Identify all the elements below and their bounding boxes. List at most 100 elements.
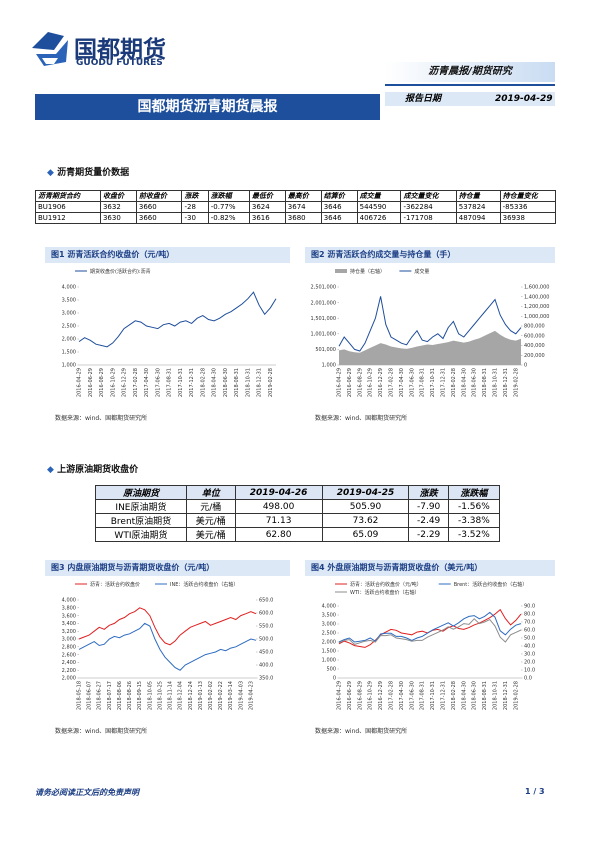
y-tick-label: 4,000 (62, 285, 76, 291)
table: 沥青期货合约 收盘价 前收盘价 涨跌 涨跌幅 最低价 最高价 结算价 成交量 成交量变化 持仓量 持仓… (35, 190, 557, 224)
y-tick-label: 1,000 (322, 658, 336, 664)
x-tick-label: 2017-06-30 (409, 681, 415, 710)
y-tick-label: 350.0 (259, 676, 273, 682)
y-tick-label: 500 (326, 667, 336, 673)
x-tick-label: 2019-03-14 (228, 681, 234, 710)
x-tick-label: 2018-12-31 (257, 368, 263, 397)
cell: -362284 (400, 201, 457, 213)
x-tick-label: 2016-08-29 (99, 368, 105, 397)
y-tick-label: 400.0 (259, 663, 273, 669)
y-tick-label: 80.0 (524, 612, 535, 618)
line (338, 618, 522, 645)
y-tick-label: 2,000 (62, 337, 76, 343)
x-tick-label: 2018-10-25 (157, 681, 163, 710)
x-tick-label: 2017-04-30 (399, 368, 405, 397)
y-tick-label: 3,000 (62, 637, 76, 643)
x-tick-label: 2018-12-31 (503, 368, 509, 397)
date-label: 报告日期 (405, 94, 442, 104)
x-tick-label: 2018-08-31 (482, 681, 488, 710)
chart: 沥青：活跃合约收盘价 INE：活跃合约收盘价（右轴） 2,000 2,200 2,400… (62, 581, 274, 710)
y-tick-label: 450.0 (259, 650, 273, 656)
y-tick-label: 40.0 (524, 644, 535, 650)
y-tick-label: 1,000 (62, 363, 76, 369)
cell: -1.56% (447, 499, 501, 514)
x-tick-label: 2016-12-29 (378, 368, 384, 397)
x-tick-label: 2017-08-31 (420, 681, 426, 710)
legend-label: Brent：活跃合约收盘价（右轴） (454, 581, 528, 588)
x-tick-label: 2017-10-31 (178, 368, 184, 397)
header-cell: 2019-04-25 (321, 485, 410, 500)
x-tick-label: 2018-04-30 (212, 368, 218, 397)
date: 2019-04-29 (495, 94, 553, 104)
x-tick-label: 2017-02-28 (389, 368, 395, 397)
y-tick-label: 2,800 (62, 645, 76, 651)
line (338, 611, 522, 643)
header-cell: 原油期货 (95, 485, 187, 500)
header-cell: 2019-04-26 (234, 485, 323, 500)
x-tick-label: 2017-12-31 (441, 368, 447, 397)
cell: -171708 (400, 212, 457, 224)
x-tick-label: 2019-01-13 (198, 681, 204, 710)
header-cell: 涨跌幅 (447, 485, 501, 500)
x-tick-label: 2018-05-18 (77, 681, 83, 710)
cell: 36938 (499, 212, 557, 224)
y-tick-label: 1,500 (62, 350, 76, 356)
y-tick-label: 3,200 (62, 629, 76, 635)
y-tick-label: 2,001,000 (311, 300, 336, 306)
x-tick-label: 2019-04-03 (238, 681, 244, 710)
y-tick-label: 3,500 (62, 298, 76, 304)
x-tick-label: 2018-08-06 (117, 681, 123, 710)
x-tick-label: 2018-10-05 (147, 681, 153, 710)
section-heading: ◆ 沥青期货量价数据 (47, 168, 130, 178)
y-tick-label: 1,001,000 (311, 332, 336, 338)
cell: 元/桶 (185, 499, 236, 514)
y-tick-label: 600,000 (524, 333, 545, 339)
cell: -2.49 (408, 513, 449, 528)
x-tick-label: 2018-10-31 (245, 368, 251, 397)
line (78, 291, 277, 348)
x-tick-label: 2018-06-07 (87, 681, 93, 710)
y-tick-label: 2,500 (322, 631, 336, 637)
header-row: 原油期货 单位 2019-04-26 2019-04-25 涨跌 涨跌幅 (95, 485, 501, 500)
cell: 65.09 (321, 527, 410, 542)
cell: 73.62 (321, 513, 410, 528)
cell: -2.29 (408, 527, 449, 542)
y-tick-label: 3,400 (62, 621, 76, 627)
cell: 537824 (455, 201, 501, 213)
y-tick-label: 1,600,000 (524, 285, 549, 291)
chart: 持仓量（右轴） 成交量 1,000 501,000 1,001,000 1,501,000… (311, 268, 550, 397)
cell: -85336 (499, 201, 557, 213)
cell: 71.13 (234, 513, 323, 528)
y-tick-label: 2,400 (62, 660, 76, 666)
y-tick-label: 4,000 (62, 598, 76, 604)
x-tick-label: 2018-10-31 (493, 681, 499, 710)
y-tick-label: 0.0 (524, 676, 532, 682)
cell: -30 (181, 212, 209, 224)
line (78, 622, 257, 671)
x-tick-label: 2018-08-31 (234, 368, 240, 397)
y-tick-label: 550.0 (259, 624, 273, 630)
y-tick-label: 1,200,000 (524, 304, 549, 310)
y-tick-label: 4,000 (322, 604, 336, 610)
y-tick-label: 501,000 (315, 347, 336, 353)
y-tick-label: 2,500 (62, 324, 76, 330)
cell: 3674 (284, 201, 322, 213)
x-tick-label: 2017-02-28 (133, 368, 139, 397)
x-tick-label: 2018-10-31 (493, 368, 499, 397)
legend-label: 持仓量（右轴） (350, 268, 385, 275)
cell: 3624 (248, 201, 286, 213)
y-tick-label: 200,000 (524, 353, 545, 359)
x-tick-label: 2018-12-24 (188, 681, 194, 710)
cell: 487094 (455, 212, 501, 224)
x-tick-label: 2016-04-29 (337, 368, 343, 397)
x-tick-label: 2018-02-28 (451, 681, 457, 710)
x-tick-label: 2016-04-29 (77, 368, 83, 397)
y-tick-label: 90.0 (524, 604, 535, 610)
y-tick-label: 10.0 (524, 668, 535, 674)
cell: WTI原油期货 (95, 527, 187, 542)
y-tick-label: 3,000 (62, 311, 76, 317)
cell: 3660 (135, 212, 183, 224)
x-tick-label: 2018-08-31 (482, 368, 488, 397)
y-tick-label: 1,400,000 (524, 294, 549, 300)
chart: 期货收盘价(活跃合约):沥青 1,000 1,500 2,000 2,500 3,000 3… (62, 268, 277, 397)
